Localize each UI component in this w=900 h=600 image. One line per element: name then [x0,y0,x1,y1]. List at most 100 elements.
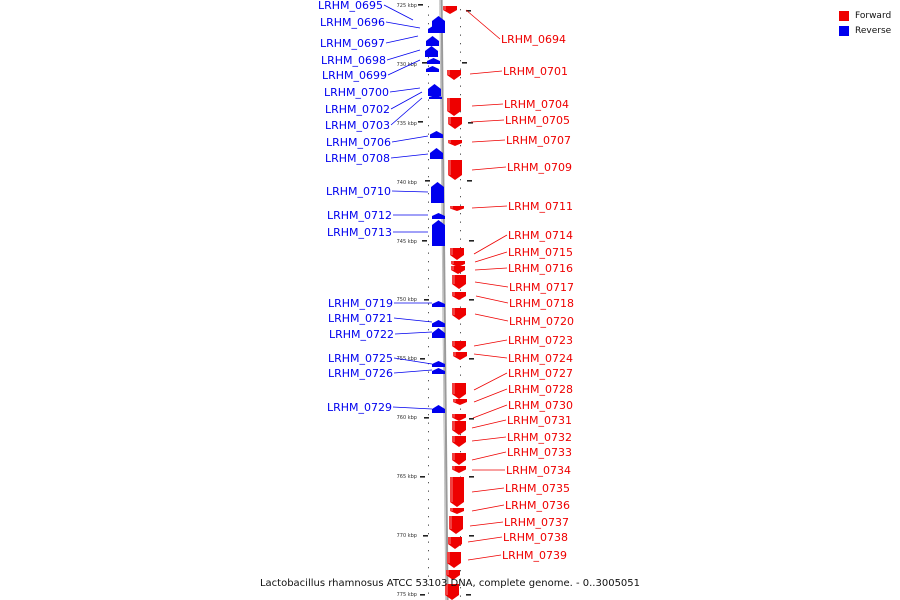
track-dot [428,252,429,254]
reverse-gene-block [431,182,444,203]
forward-gene-label: LRHM_0714 [508,229,573,242]
forward-gene-shine [452,421,455,430]
track-dot [460,366,461,368]
axis-tick [469,299,474,301]
axis-tick [418,4,423,6]
reverse-gene-block [432,328,445,338]
reverse-leader-line [393,317,433,323]
forward-gene-shine [448,537,451,544]
track-dot [460,111,461,113]
track-dot [428,550,429,552]
reverse-gene-label: LRHM_0696 [320,16,385,29]
track-dot [460,213,461,215]
forward-gene-block [450,477,464,507]
reverse-gene-label: LRHM_0719 [328,297,393,310]
forward-gene-block [447,70,461,80]
track-dot [428,558,429,560]
track-dot [460,94,461,96]
reverse-gene-block [432,361,445,367]
tick-label: 725 kbp [397,3,417,9]
forward-gene-label: LRHM_0728 [508,383,573,396]
track-dot [460,17,461,19]
axis-tick [469,240,474,242]
reverse-gene-label: LRHM_0702 [325,103,390,116]
track-dot [460,60,461,62]
forward-gene-label: LRHM_0735 [505,482,570,495]
forward-gene-shine [448,117,451,124]
forward-gene-shine [447,552,450,563]
forward-gene-shine [453,399,456,402]
track-dot [428,507,429,509]
reverse-gene-block [425,46,438,57]
track-dot [428,82,429,84]
reverse-gene-label: LRHM_0722 [329,328,394,341]
track-dot [428,482,429,484]
forward-gene-shine [452,383,455,394]
track-dot [460,68,461,70]
forward-gene-block [452,414,466,421]
track-dot [460,247,461,249]
track-dot [460,204,461,206]
legend-forward-label: Forward [855,10,892,21]
track-dot [460,196,461,198]
tick-label: 775 kbp [397,592,417,598]
forward-leader-line [471,451,507,461]
forward-gene-shine [452,414,455,418]
track-dot [428,524,429,526]
forward-leader-line [475,295,509,304]
forward-gene-block [447,98,461,116]
tick-label: 735 kbp [397,121,417,127]
reverse-gene-label: LRHM_0708 [325,152,390,165]
forward-leader-line [467,554,502,561]
track-dot [428,150,429,152]
forward-gene-shine [450,206,453,209]
track-dot [428,99,429,101]
forward-gene-label: LRHM_0738 [503,531,568,544]
track-dot [460,9,461,11]
forward-gene-label: LRHM_0701 [503,65,568,78]
forward-leader-line [474,281,509,288]
reverse-leader-line [385,21,421,29]
track-dot [460,145,461,147]
reverse-gene-block [432,320,445,327]
track-dot [428,567,429,569]
reverse-gene-block [426,66,439,72]
reverse-leader-line [385,35,419,44]
axis-tick [422,62,427,64]
track-dot [428,278,429,280]
forward-gene-shine [446,570,449,575]
genome-line [439,0,449,600]
track-dot [460,34,461,36]
forward-gene-shine [452,292,455,296]
forward-gene-label: LRHM_0720 [509,315,574,328]
reverse-gene-label: LRHM_0695 [318,0,383,12]
axis-tick [468,122,473,124]
reverse-gene-label: LRHM_0697 [320,37,385,50]
track-dot [460,306,461,308]
forward-gene-shine [450,508,453,511]
track-dot [460,289,461,291]
forward-gene-shine [452,308,455,315]
track-dot [428,74,429,76]
track-dot [428,116,429,118]
forward-gene-label: LRHM_0730 [508,399,573,412]
track-dot [460,136,461,138]
track-dot [428,465,429,467]
axis-tick [420,594,425,596]
track-dot [428,337,429,339]
forward-gene-label: LRHM_0711 [508,200,573,213]
track-dot [460,595,461,597]
forward-gene-block [448,140,462,146]
reverse-leader-line [383,4,414,21]
track-dot [428,312,429,314]
axis-tick [420,476,425,478]
track-dot [428,533,429,535]
forward-gene-block [453,399,467,405]
track-dot [428,108,429,110]
axis-tick [418,121,423,123]
forward-gene-block [450,206,464,211]
track-dot [428,584,429,586]
reverse-gene-label: LRHM_0729 [327,401,392,414]
reverse-gene-label: LRHM_0700 [324,86,389,99]
forward-gene-block [443,6,457,14]
